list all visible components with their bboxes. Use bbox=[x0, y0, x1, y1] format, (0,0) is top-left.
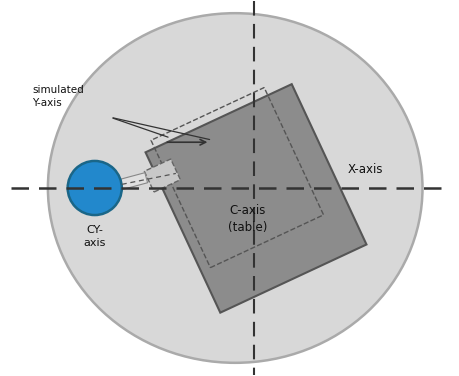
Polygon shape bbox=[114, 173, 147, 191]
Circle shape bbox=[67, 161, 122, 215]
Polygon shape bbox=[144, 159, 180, 192]
Text: C-axis
(table): C-axis (table) bbox=[228, 204, 267, 234]
Ellipse shape bbox=[48, 13, 421, 363]
Text: CY-
axis: CY- axis bbox=[84, 226, 106, 248]
Text: simulated
Y-axis: simulated Y-axis bbox=[32, 85, 84, 108]
Text: X-axis: X-axis bbox=[347, 163, 382, 176]
Polygon shape bbox=[145, 84, 366, 313]
